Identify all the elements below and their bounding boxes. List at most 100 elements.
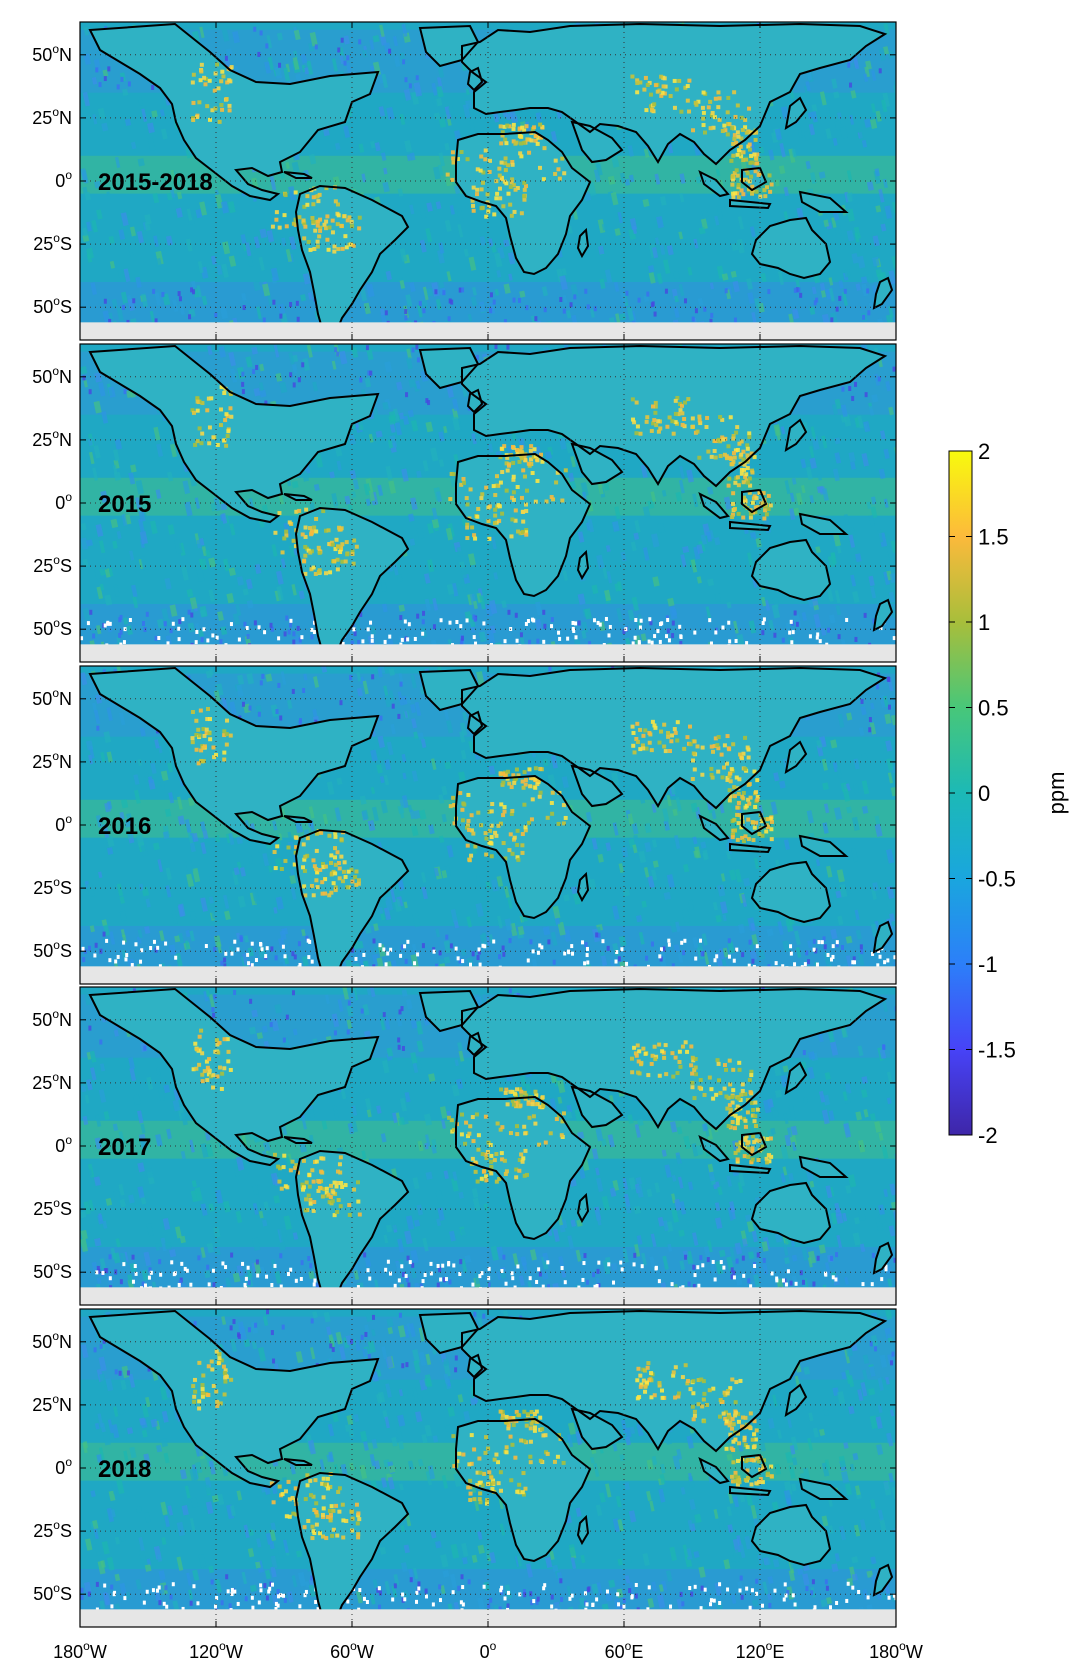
speckle [414,701,422,717]
speckle [535,112,543,123]
speckle [858,127,864,140]
speckle [774,128,783,141]
hotspot-pixel [520,529,525,534]
speckle [472,600,478,610]
speckle [834,589,841,604]
speckle-low [337,47,341,53]
speckle [803,85,811,100]
speckle-low [219,639,223,645]
speckle-low [691,316,695,322]
speckle-low [350,640,354,646]
hotspot-pixel [658,426,663,431]
speckle [351,1105,358,1116]
speckle-low [797,287,801,293]
speckle-low [863,612,867,618]
hotspot-pixel [487,158,492,163]
speckle [99,558,108,571]
speckle [100,1207,106,1218]
hotspot-pixel [718,454,723,459]
speckle [132,595,139,609]
hotspot-pixel [304,507,309,512]
speckle [726,850,732,860]
speckle [627,145,635,157]
missing-data-speck [791,630,795,635]
hotspot-pixel [471,185,476,190]
speckle [460,948,467,956]
hotspot-pixel [511,460,516,465]
speckle-low [700,951,704,957]
hotspot-pixel [228,733,233,738]
hotspot-pixel [518,151,523,156]
speckle [669,783,677,796]
speckle [92,467,99,481]
hotspot-pixel [293,544,298,549]
speckle-low [868,717,872,723]
missing-data-speck [656,629,660,634]
hotspot-pixel [665,424,670,429]
speckle [154,291,162,307]
hotspot-pixel [485,192,490,197]
hotspot-pixel [327,542,332,547]
hotspot-pixel [329,861,334,866]
speckle [779,780,786,789]
missing-data-speck [878,954,882,959]
speckle [222,241,231,255]
speckle [843,514,850,525]
lat-tick-label: 50oN [32,686,72,709]
hotspot-pixel [755,152,760,157]
hotspot-pixel [498,480,503,485]
speckle [557,921,566,936]
hotspot-pixel [508,202,513,207]
hotspot-pixel [520,843,525,848]
speckle [241,292,247,301]
speckle [140,844,149,857]
hotspot-pixel [501,841,506,846]
hotspot-pixel [500,782,505,787]
missing-data-speck [592,618,596,623]
missing-data-speck [871,951,875,956]
speckle [167,762,174,773]
speckle-low [650,941,654,947]
speckle-low [301,362,305,368]
speckle-low [447,316,451,322]
missing-data-speck [761,621,765,626]
speckle-low [416,613,420,619]
speckle-low [498,954,502,960]
speckle-low [190,287,194,293]
missing-data-speck [892,636,896,641]
speckle [563,929,572,942]
speckle-low [291,951,295,957]
hotspot-pixel [525,488,530,493]
hotspot-pixel [752,455,757,460]
speckle [153,235,159,248]
speckle [667,597,675,607]
speckle [883,448,890,459]
hotspot-pixel [326,247,331,252]
lat-tick-label: 0o [55,168,72,191]
hotspot-pixel [753,804,758,809]
speckle [750,922,756,932]
hotspot-pixel [212,755,217,760]
speckle [370,140,376,149]
hotspot-pixel [682,400,687,405]
speckle-low [188,314,192,320]
speckle [718,1249,726,1258]
hotspot-pixel [505,769,510,774]
hotspot-pixel [200,401,205,406]
hotspot-pixel [535,478,540,483]
hotspot-pixel [544,499,549,504]
hotspot-pixel [650,719,655,724]
speckle [873,170,881,184]
speckle [669,606,678,620]
hotspot-pixel [200,431,205,436]
speckle [472,286,477,296]
hotspot-pixel [522,128,527,133]
hotspot-pixel [643,75,648,80]
speckle [596,554,605,569]
speckle [236,836,243,845]
missing-data-speck [482,621,486,626]
speckle [883,498,889,508]
speckle [809,446,815,458]
speckle [597,482,604,495]
